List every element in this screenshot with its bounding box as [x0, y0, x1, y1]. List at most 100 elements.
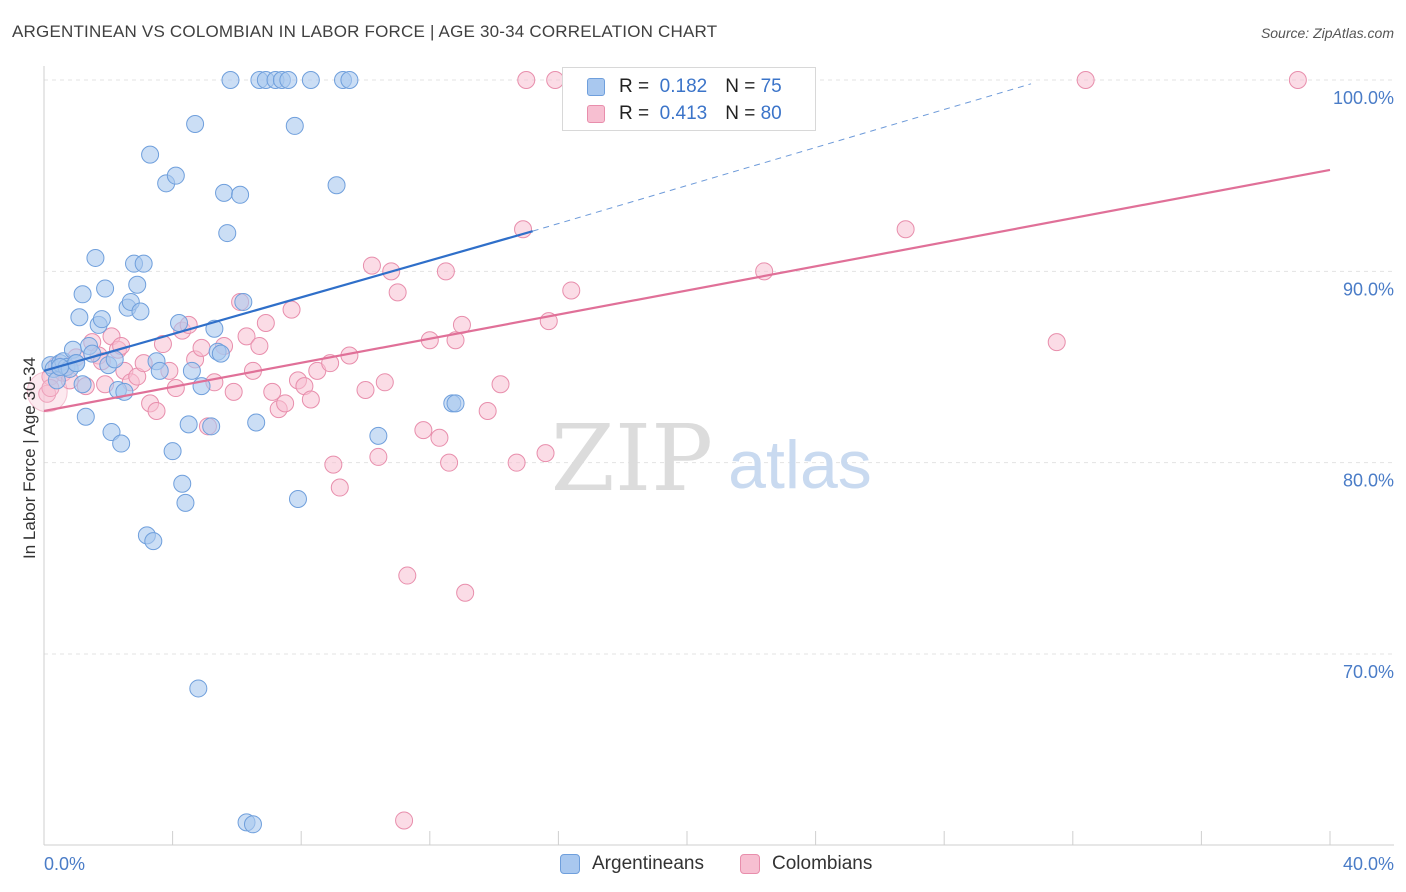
argentineans-point	[243, 815, 262, 834]
argentineans-point	[279, 71, 298, 89]
colombians-point	[237, 327, 256, 346]
argentineans-swatch	[587, 78, 605, 96]
y-tick-label: 100.0%	[1333, 88, 1394, 108]
argentineans-point	[221, 71, 240, 89]
colombians-point	[388, 283, 407, 302]
y-tick-label: 70.0%	[1343, 662, 1394, 682]
argentineans-series	[41, 71, 465, 834]
colombians-r-value: 0.413	[659, 103, 708, 124]
colombians-point	[256, 313, 275, 332]
argentineans-point	[285, 116, 304, 135]
colombians-point	[491, 375, 510, 394]
argentineans-point	[173, 474, 192, 493]
bottom-legend-colombians[interactable]: Colombians	[740, 852, 872, 876]
colombians-n-value: 80	[760, 103, 782, 124]
colombians-point	[395, 811, 414, 830]
legend-r-label: R =	[619, 76, 650, 97]
colombians-swatch	[587, 105, 605, 123]
colombians-point	[153, 335, 172, 354]
watermark-zip: ZIP	[551, 405, 713, 512]
colombians-point	[224, 382, 243, 401]
argentineans-point	[369, 426, 388, 445]
argentineans-point	[179, 415, 198, 434]
bottom-legend-argentineans[interactable]: Argentineans	[560, 852, 704, 876]
argentineans-point	[186, 115, 205, 134]
colombians-point	[330, 478, 349, 497]
argentineans-point	[92, 310, 111, 329]
colombians-point	[398, 566, 417, 585]
argentineans-point	[150, 361, 169, 380]
colombians-legend-swatch	[740, 854, 760, 874]
colombians-point	[440, 453, 459, 472]
argentineans-point	[102, 423, 121, 442]
argentineans-point	[86, 248, 105, 267]
argentineans-point	[73, 375, 92, 394]
argentineans-point	[218, 224, 237, 243]
argentineans-point	[73, 285, 92, 304]
argentineans-point	[170, 313, 189, 332]
colombians-point	[517, 71, 536, 89]
colombians-point	[536, 444, 555, 463]
argentineans-point	[202, 417, 221, 436]
colombians-point	[456, 583, 475, 602]
argentineans-point	[96, 279, 115, 298]
argentineans-point	[112, 434, 131, 453]
argentineans-point	[141, 145, 160, 164]
argentineans-point	[327, 176, 346, 195]
argentineans-point	[189, 679, 208, 698]
stats-legend: R = 0.182 N = 75 R = 0.413 N = 80	[562, 67, 816, 131]
colombians-legend-label: Colombians	[772, 853, 873, 874]
colombians-point	[282, 300, 301, 319]
colombians-point	[446, 331, 465, 350]
colombians-point	[414, 421, 433, 440]
argentineans-legend-label: Argentineans	[592, 853, 704, 874]
colombians-point	[147, 402, 166, 421]
colombians-point	[263, 382, 282, 401]
colombians-point	[478, 402, 497, 421]
argentineans-point	[134, 254, 153, 273]
axes	[43, 66, 1394, 846]
argentineans-point	[163, 442, 182, 461]
colombians-point	[436, 262, 455, 281]
argentineans-point	[70, 308, 89, 327]
y-tick-label: 80.0%	[1343, 471, 1394, 491]
colombians-point	[507, 453, 526, 472]
argentineans-point	[166, 166, 185, 185]
colombians-point	[324, 455, 343, 474]
argentineans-point	[215, 183, 234, 202]
x-tick-label-min: 0.0%	[44, 854, 85, 874]
argentineans-point	[234, 292, 253, 311]
x-tick-label-max: 40.0%	[1343, 854, 1394, 874]
colombians-point	[301, 390, 320, 409]
argentineans-point	[301, 71, 320, 89]
argentineans-point	[182, 361, 201, 380]
trend-lines	[43, 83, 1331, 413]
argentineans-point	[128, 275, 147, 294]
y-tick-label: 90.0%	[1343, 279, 1394, 299]
legend-row-colombians: R = 0.413 N = 80	[587, 102, 782, 126]
argentineans-point	[211, 344, 230, 363]
colombians-point	[362, 256, 381, 275]
argentineans-point	[231, 185, 250, 204]
argentineans-trend-extension	[532, 83, 1032, 232]
argentineans-point	[76, 407, 95, 426]
colombians-point	[192, 338, 211, 357]
colombians-point	[1047, 333, 1066, 352]
source-label: Source: ZipAtlas.com	[1260, 25, 1394, 41]
chart-title: ARGENTINEAN VS COLOMBIAN IN LABOR FORCE …	[12, 22, 718, 41]
legend-r-label: R =	[619, 103, 650, 124]
argentineans-legend-swatch	[560, 854, 580, 874]
colombians-point	[430, 428, 449, 447]
legend-n-label: N =	[725, 76, 756, 97]
argentineans-trend-line	[43, 230, 533, 372]
argentineans-point	[288, 490, 307, 509]
argentineans-point	[446, 394, 465, 413]
tick-labels: 100.0% 90.0% 80.0% 70.0% 0.0% 40.0%	[44, 88, 1394, 874]
argentineans-point	[144, 532, 163, 551]
colombians-point	[896, 220, 915, 239]
zipatlas-watermark: ZIP atlas	[551, 405, 872, 512]
colombians-point	[562, 281, 581, 300]
colombians-point	[1288, 71, 1307, 89]
colombians-point	[375, 373, 394, 392]
